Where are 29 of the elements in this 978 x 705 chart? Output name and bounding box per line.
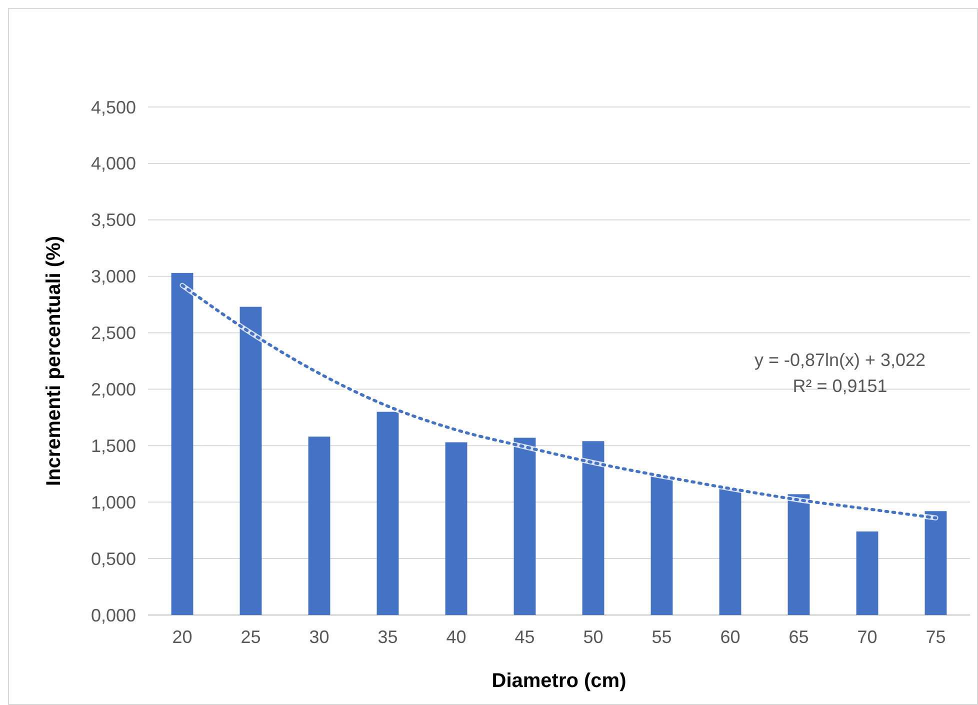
y-tick-label: 1,500 [90,436,136,456]
x-tick-label: 40 [446,627,466,647]
x-tick-label: 45 [514,627,535,647]
y-axis-title: Incrementi percentuali (%) [43,236,65,486]
y-tick-label: 4,000 [90,154,136,174]
x-tick-label: 35 [378,627,398,647]
y-tick-label: 0,500 [90,548,136,569]
y-tick-label: 3,000 [90,266,136,287]
y-tick-label: 0,000 [90,605,136,626]
y-tick-label: 1,000 [90,492,136,512]
x-tick-label: 50 [583,627,604,647]
annotation: R² = 0,9151 [792,376,888,396]
y-tick-label: 2,500 [90,323,136,344]
x-tick-label: 75 [926,627,946,647]
x-tick-label: 25 [240,627,261,647]
x-tick-label: 60 [720,627,740,647]
x-tick-label: 65 [788,627,809,647]
annotation: y = -0,87ln(x) + 3,022 [754,350,926,370]
x-axis-title: Diametro (cm) [492,670,626,692]
x-tick-label: 55 [652,627,672,647]
y-tick-label: 2,000 [90,380,136,400]
x-tick-label: 20 [172,627,192,647]
x-tick-label: 70 [857,627,878,647]
y-tick-label: 4,500 [90,97,136,118]
bar [856,531,878,615]
bar [445,442,468,615]
y-tick-label: 3,500 [90,210,136,230]
x-tick-label: 30 [309,627,330,647]
bar [308,436,330,615]
